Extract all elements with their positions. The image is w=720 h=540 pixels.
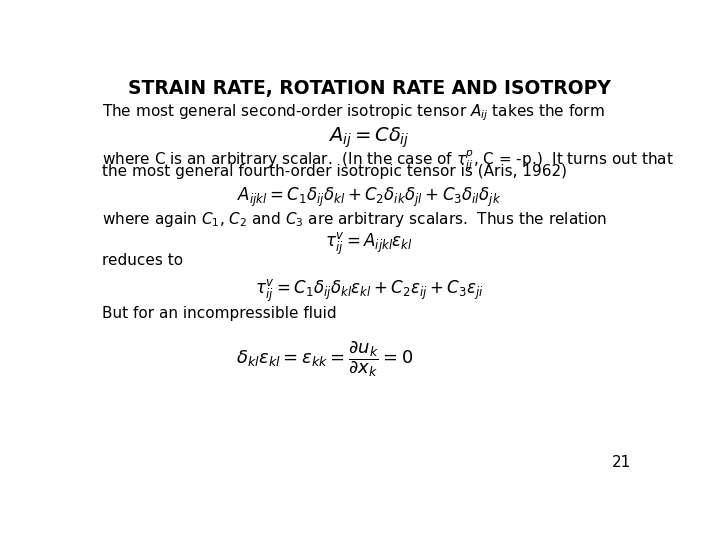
Text: where C is an arbitrary scalar.  (In the case of $\tau_{ij}^{p}$, C = -p.)  It t: where C is an arbitrary scalar. (In the …	[102, 148, 674, 173]
Text: STRAIN RATE, ROTATION RATE AND ISOTROPY: STRAIN RATE, ROTATION RATE AND ISOTROPY	[127, 79, 611, 98]
Text: $A_{ij} = C\delta_{ij}$: $A_{ij} = C\delta_{ij}$	[328, 125, 410, 150]
Text: $\delta_{kl}\varepsilon_{kl} = \varepsilon_{kk} = \dfrac{\partial u_k}{\partial : $\delta_{kl}\varepsilon_{kl} = \varepsil…	[235, 339, 413, 379]
Text: $A_{ijkl} = C_1\delta_{ij}\delta_{kl} + C_2\delta_{ik}\delta_{jl} + C_3\delta_{i: $A_{ijkl} = C_1\delta_{ij}\delta_{kl} + …	[237, 185, 501, 208]
Text: reduces to: reduces to	[102, 253, 184, 268]
Text: 21: 21	[612, 455, 631, 470]
Text: the most general fourth-order isotropic tensor is (Aris, 1962): the most general fourth-order isotropic …	[102, 164, 567, 179]
Text: $\tau_{ij}^{v} = A_{ijkl}\varepsilon_{kl}$: $\tau_{ij}^{v} = A_{ijkl}\varepsilon_{kl…	[325, 231, 413, 258]
Text: The most general second-order isotropic tensor $A_{ij}$ takes the form: The most general second-order isotropic …	[102, 102, 605, 123]
Text: where again $C_1$, $C_2$ and $C_3$ are arbitrary scalars.  Thus the relation: where again $C_1$, $C_2$ and $C_3$ are a…	[102, 210, 608, 230]
Text: But for an incompressible fluid: But for an incompressible fluid	[102, 306, 337, 321]
Text: $\tau_{ij}^{v} = C_1\delta_{ij}\delta_{kl}\varepsilon_{kl} + C_2\varepsilon_{ij}: $\tau_{ij}^{v} = C_1\delta_{ij}\delta_{k…	[255, 278, 483, 304]
